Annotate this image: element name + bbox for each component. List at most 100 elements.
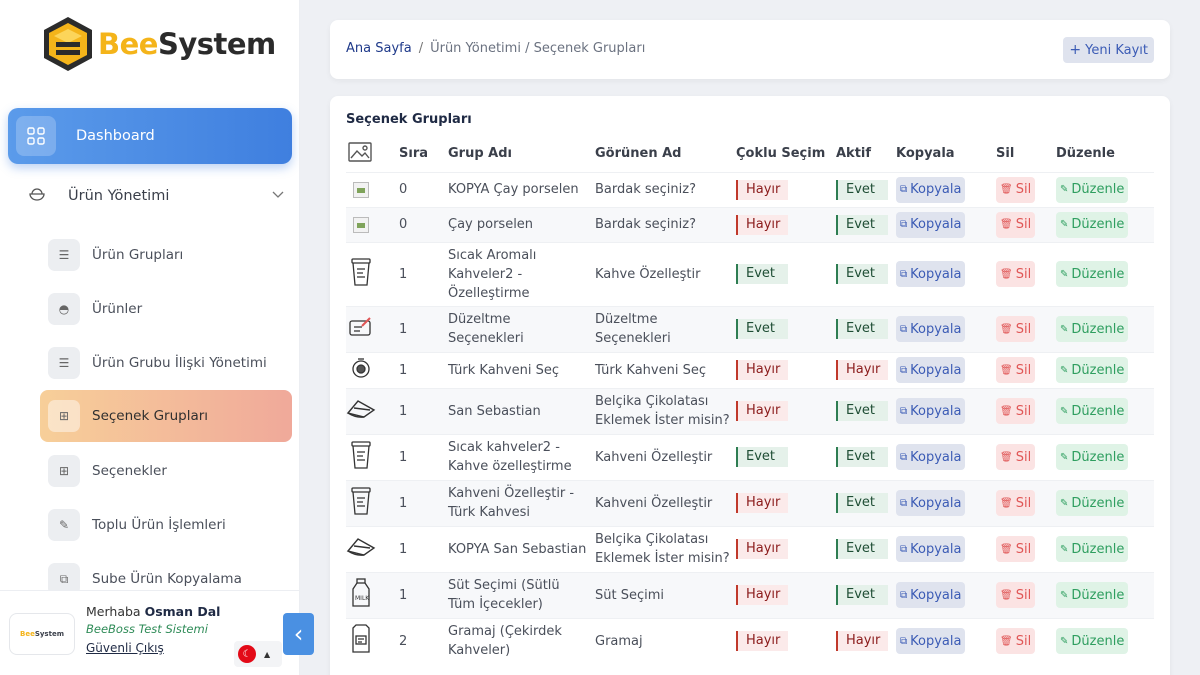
copy-button[interactable]: ⧉ Kopyala: [896, 261, 966, 287]
delete-label: Sil: [1015, 182, 1032, 197]
delete-button[interactable]: 🗑 Sil: [996, 176, 1036, 203]
aktif-badge: Evet: [836, 179, 888, 200]
column-aktif[interactable]: Aktif: [836, 146, 872, 162]
page-title: Seçenek Grupları: [346, 112, 472, 127]
delete-label: Sil: [1015, 633, 1032, 649]
pencil-icon: ✎: [1060, 405, 1069, 417]
grup-adi-value: Türk Kahveni Seç: [448, 362, 559, 378]
sidebar-item-toplu-urun[interactable]: ✎ Toplu Ürün İşlemleri: [40, 500, 292, 550]
delete-button[interactable]: 🗑 Sil: [996, 316, 1036, 342]
delete-button[interactable]: 🗑 Sil: [996, 398, 1036, 424]
sidebar-item-urun-grubu-iliski[interactable]: ☰ Ürün Grubu İlişki Yönetimi: [40, 338, 292, 388]
delete-button[interactable]: 🗑 Sil: [996, 444, 1036, 470]
copy-button[interactable]: ⧉ Kopyala: [896, 176, 966, 203]
copy-button[interactable]: ⧉ Kopyala: [896, 490, 966, 516]
sidebar-item-dashboard[interactable]: Dashboard: [8, 108, 292, 164]
row-sira: 1: [388, 526, 448, 572]
row-duzenle: ✎ Düzenle: [1056, 526, 1154, 572]
pencil-icon: ✎: [1060, 451, 1069, 463]
copy-button[interactable]: ⧉ Kopyala: [896, 211, 966, 238]
delete-button[interactable]: 🗑 Sil: [996, 357, 1036, 383]
copy-button[interactable]: ⧉ Kopyala: [896, 357, 966, 383]
copy-icon: ⧉: [900, 497, 908, 509]
language-select[interactable]: ☾ ▲: [234, 641, 282, 667]
delete-button[interactable]: 🗑 Sil: [996, 628, 1036, 655]
column-gorunen-ad[interactable]: Görünen Ad: [595, 146, 682, 162]
image-icon: [348, 142, 372, 162]
row-sil: 🗑 Sil: [996, 306, 1056, 352]
delete-button[interactable]: 🗑 Sil: [996, 582, 1036, 608]
row-coklu-secim: Evet: [736, 306, 836, 352]
edit-button[interactable]: ✎ Düzenle: [1056, 261, 1129, 287]
row-kopyala: ⧉ Kopyala: [896, 172, 996, 207]
row-gorunen-ad: Belçika Çikolatası Eklemek İster misin?: [595, 526, 736, 572]
sidebar-collapse-button[interactable]: ‹: [283, 613, 314, 655]
table-row: 1 Sıcak kahveler2 - Kahve özelleştirme K…: [346, 434, 1154, 480]
row-image-cell: MILK: [346, 572, 388, 618]
edit-button[interactable]: ✎ Düzenle: [1056, 444, 1129, 470]
delete-label: Sil: [1015, 587, 1032, 603]
row-aktif: Evet: [836, 242, 896, 306]
row-image-cell: [346, 480, 388, 526]
copy-button[interactable]: ⧉ Kopyala: [896, 444, 966, 470]
edit-button[interactable]: ✎ Düzenle: [1056, 211, 1129, 238]
delete-button[interactable]: 🗑 Sil: [996, 490, 1036, 516]
row-sil: 🗑 Sil: [996, 434, 1056, 480]
edit-button[interactable]: ✎ Düzenle: [1056, 398, 1129, 424]
delete-button[interactable]: 🗑 Sil: [996, 536, 1036, 562]
new-record-button[interactable]: + Yeni Kayıt: [1063, 37, 1154, 63]
sidebar: BeeSystem Dashboard Ürün Yönetimi ☰ Ü: [0, 0, 300, 675]
edit-button[interactable]: ✎ Düzenle: [1056, 490, 1129, 516]
row-thumbnail: [348, 624, 374, 654]
pencil-icon: ✎: [1060, 184, 1069, 195]
edit-button[interactable]: ✎ Düzenle: [1056, 316, 1129, 342]
row-coklu-secim: Hayır: [736, 572, 836, 618]
delete-button[interactable]: 🗑 Sil: [996, 261, 1036, 287]
copy-icon: ⧉: [900, 405, 908, 417]
delete-button[interactable]: 🗑 Sil: [996, 211, 1036, 238]
edit-button[interactable]: ✎ Düzenle: [1056, 357, 1129, 383]
row-gorunen-ad: Kahveni Özelleştir: [595, 434, 736, 480]
row-thumbnail: [348, 487, 374, 516]
copy-button[interactable]: ⧉ Kopyala: [896, 398, 966, 424]
row-duzenle: ✎ Düzenle: [1056, 388, 1154, 434]
caret-up-icon: ▲: [264, 649, 271, 659]
edit-button[interactable]: ✎ Düzenle: [1056, 536, 1129, 562]
edit-label: Düzenle: [1071, 403, 1125, 419]
gorunen-ad-value: Türk Kahveni Seç: [595, 362, 706, 378]
row-gorunen-ad: Kahve Özelleştir: [595, 242, 736, 306]
sira-value: 1: [399, 495, 408, 511]
column-sira[interactable]: Sıra: [399, 146, 429, 162]
edit-button[interactable]: ✎ Düzenle: [1056, 176, 1129, 203]
row-kopyala: ⧉ Kopyala: [896, 618, 996, 664]
sidebar-group-urun-yonetimi[interactable]: Ürün Yönetimi: [0, 176, 299, 216]
column-grup-adi[interactable]: Grup Adı: [448, 146, 512, 162]
row-sil: 🗑 Sil: [996, 242, 1056, 306]
column-coklu-secim[interactable]: Çoklu Seçim: [736, 146, 826, 162]
row-kopyala: ⧉ Kopyala: [896, 207, 996, 242]
edit-label: Düzenle: [1071, 217, 1125, 232]
sidebar-item-sube-urun-kopyalama[interactable]: ⧉ Sube Ürün Kopyalama: [40, 554, 292, 604]
copy-label: Kopyala: [910, 633, 962, 649]
table-row: 1 KOPYA San Sebastian Belçika Çikolatası…: [346, 526, 1154, 572]
edit-button[interactable]: ✎ Düzenle: [1056, 582, 1129, 608]
breadcrumb-home-link[interactable]: Ana Sayfa: [346, 41, 412, 56]
sidebar-item-urunler[interactable]: ◓ Ürünler: [40, 284, 292, 334]
row-thumbnail: [348, 212, 374, 238]
copy-button[interactable]: ⧉ Kopyala: [896, 582, 966, 608]
copy-button[interactable]: ⧉ Kopyala: [896, 536, 966, 562]
row-aktif: Evet: [836, 480, 896, 526]
sidebar-item-urun-gruplari[interactable]: ☰ Ürün Grupları: [40, 230, 292, 280]
sidebar-item-secenek-gruplari[interactable]: ⊞ Seçenek Grupları: [40, 390, 292, 442]
copy-button[interactable]: ⧉ Kopyala: [896, 628, 966, 655]
sidebar-item-secenekler[interactable]: ⊞ Seçenekler: [40, 446, 292, 496]
row-duzenle: ✎ Düzenle: [1056, 572, 1154, 618]
avatar-brand-bee: Bee: [19, 630, 35, 638]
row-kopyala: ⧉ Kopyala: [896, 572, 996, 618]
copy-button[interactable]: ⧉ Kopyala: [896, 316, 966, 342]
breadcrumb-card: Ana Sayfa / Ürün Yönetimi / Seçenek Grupla…: [330, 20, 1170, 79]
logout-link[interactable]: Güvenli Çıkış: [86, 641, 164, 655]
edit-button[interactable]: ✎ Düzenle: [1056, 628, 1129, 655]
edit-label: Düzenle: [1071, 362, 1125, 378]
brand-logo[interactable]: BeeSystem: [42, 14, 276, 74]
